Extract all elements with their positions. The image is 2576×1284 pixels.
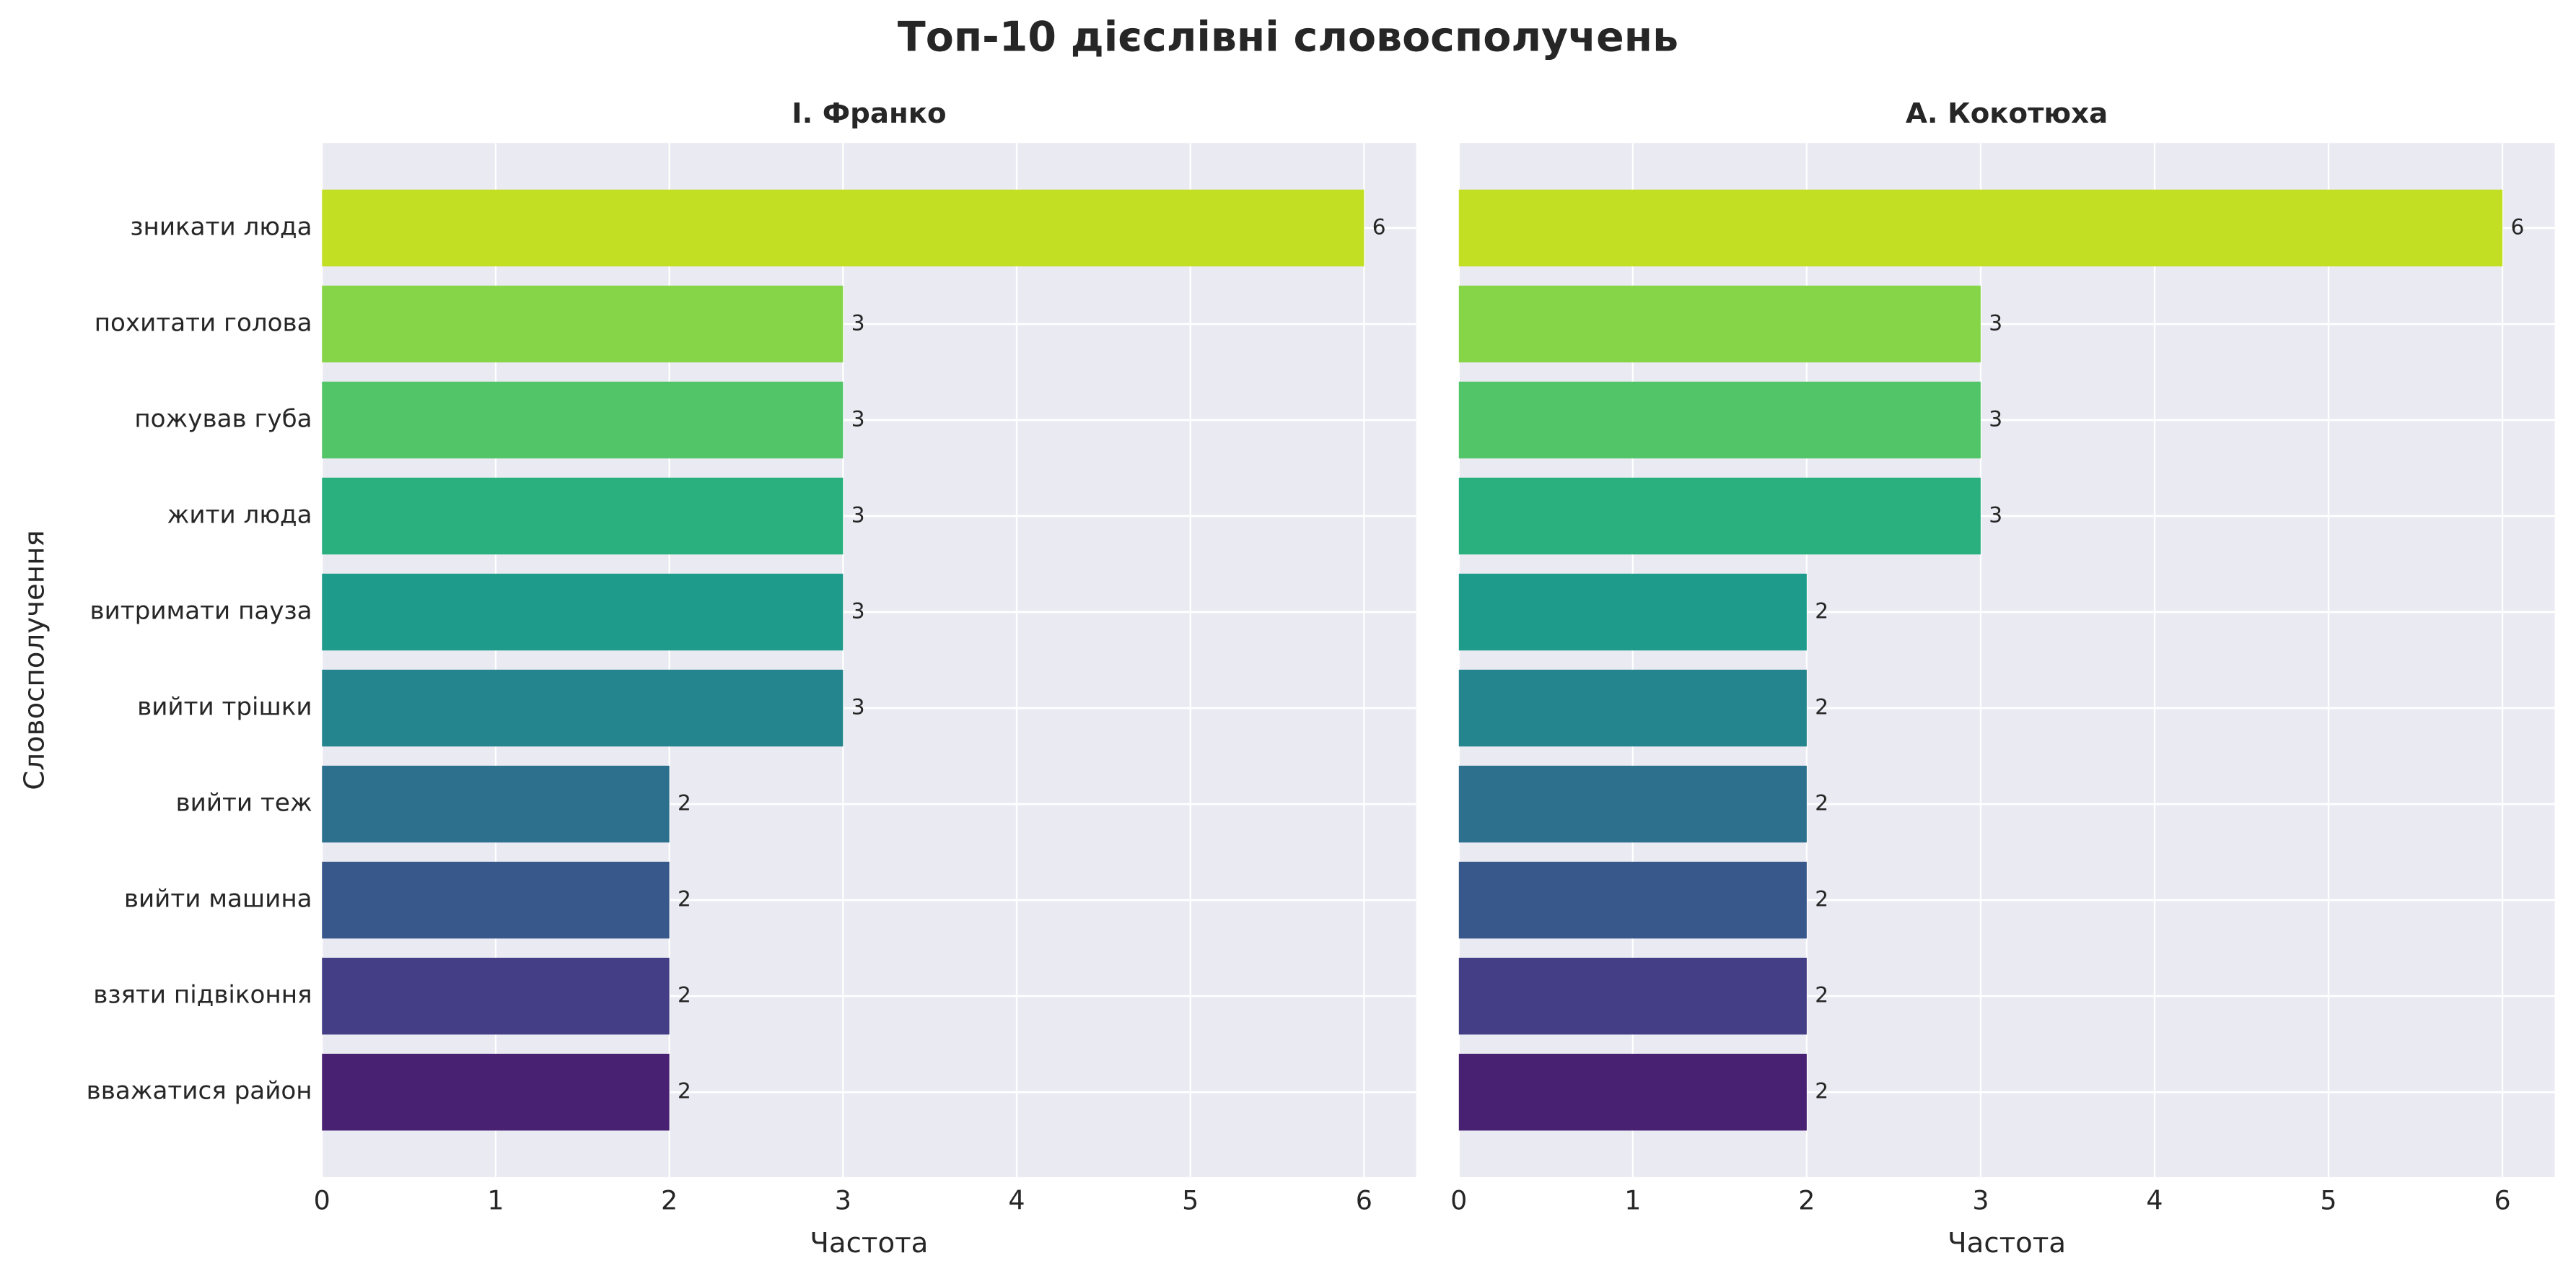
value-label: 2 [1815, 887, 1828, 912]
value-label: 2 [678, 983, 691, 1008]
bar [322, 189, 1364, 267]
x-tick-label: 6 [1356, 1185, 1372, 1216]
value-label: 3 [851, 406, 865, 431]
y-tick-label: витримати пауза [89, 597, 312, 626]
bar [1458, 573, 1807, 651]
value-label: 2 [1815, 791, 1828, 816]
x-tick-label: 5 [1182, 1185, 1199, 1216]
y-tick-label: пожував губа [134, 404, 312, 433]
x-tick-label: 3 [1972, 1185, 1989, 1216]
x-axis-label: Частота [810, 1227, 928, 1259]
x-tick-label: 6 [2494, 1185, 2510, 1216]
x-tick-label: 1 [487, 1185, 504, 1216]
value-label: 2 [678, 887, 691, 912]
bar [322, 669, 844, 747]
value-label: 3 [851, 310, 865, 335]
value-label: 3 [851, 503, 865, 528]
value-label: 2 [1815, 983, 1828, 1008]
value-label: 3 [851, 695, 865, 720]
bar [322, 861, 670, 939]
bar [1458, 1053, 1807, 1131]
bar [1458, 957, 1807, 1035]
y-tick-label: похитати голова [95, 308, 312, 337]
bar [322, 1053, 670, 1131]
bar [322, 285, 844, 363]
bar [322, 381, 844, 459]
axes-title: А. Кокотюха [1906, 97, 2108, 130]
x-tick-label: 2 [661, 1185, 678, 1216]
x-tick-label: 5 [2320, 1185, 2336, 1216]
y-tick-label: вийти машина [124, 885, 312, 914]
value-label: 2 [678, 791, 691, 816]
value-label: 2 [1815, 599, 1828, 624]
value-label: 3 [851, 599, 865, 624]
bar [1458, 381, 1981, 459]
bar [1458, 765, 1807, 843]
x-tick-label: 1 [1624, 1185, 1641, 1216]
bar [322, 765, 670, 843]
value-label: 6 [2510, 214, 2524, 239]
axes-title: І. Франко [792, 97, 946, 130]
y-tick-label: жити люда [167, 501, 312, 530]
x-tick-label: 2 [1798, 1185, 1815, 1216]
value-label: 3 [1989, 406, 2002, 431]
y-tick-label: вийти теж [176, 789, 312, 818]
value-label: 6 [1372, 214, 1386, 239]
x-tick-label: 3 [835, 1185, 851, 1216]
y-tick-label: взяти підвіконня [93, 981, 312, 1010]
bar [322, 957, 670, 1035]
bar [322, 573, 844, 651]
bar [1458, 189, 2503, 267]
value-label: 2 [678, 1079, 691, 1104]
x-tick-label: 0 [1450, 1185, 1467, 1216]
x-axis-label: Частота [1948, 1227, 2066, 1259]
y-tick-label: зникати люда [130, 212, 312, 241]
value-label: 3 [1989, 310, 2002, 335]
bar [1458, 477, 1981, 555]
value-label: 2 [1815, 695, 1828, 720]
y-tick-label: вийти трішки [137, 693, 312, 722]
figure-title: Топ-10 дієслівні словосполучень [898, 13, 1678, 61]
x-tick-label: 0 [314, 1185, 330, 1216]
x-tick-label: 4 [2146, 1185, 2163, 1216]
bar [322, 477, 844, 555]
bar [1458, 861, 1807, 939]
value-label: 2 [1815, 1079, 1828, 1104]
value-label: 3 [1989, 503, 2002, 528]
y-axis-label: Словосполучення [19, 530, 51, 790]
bar [1458, 285, 1981, 363]
bar [1458, 669, 1807, 747]
x-tick-label: 4 [1008, 1185, 1025, 1216]
y-tick-label: вважатися район [87, 1077, 312, 1106]
